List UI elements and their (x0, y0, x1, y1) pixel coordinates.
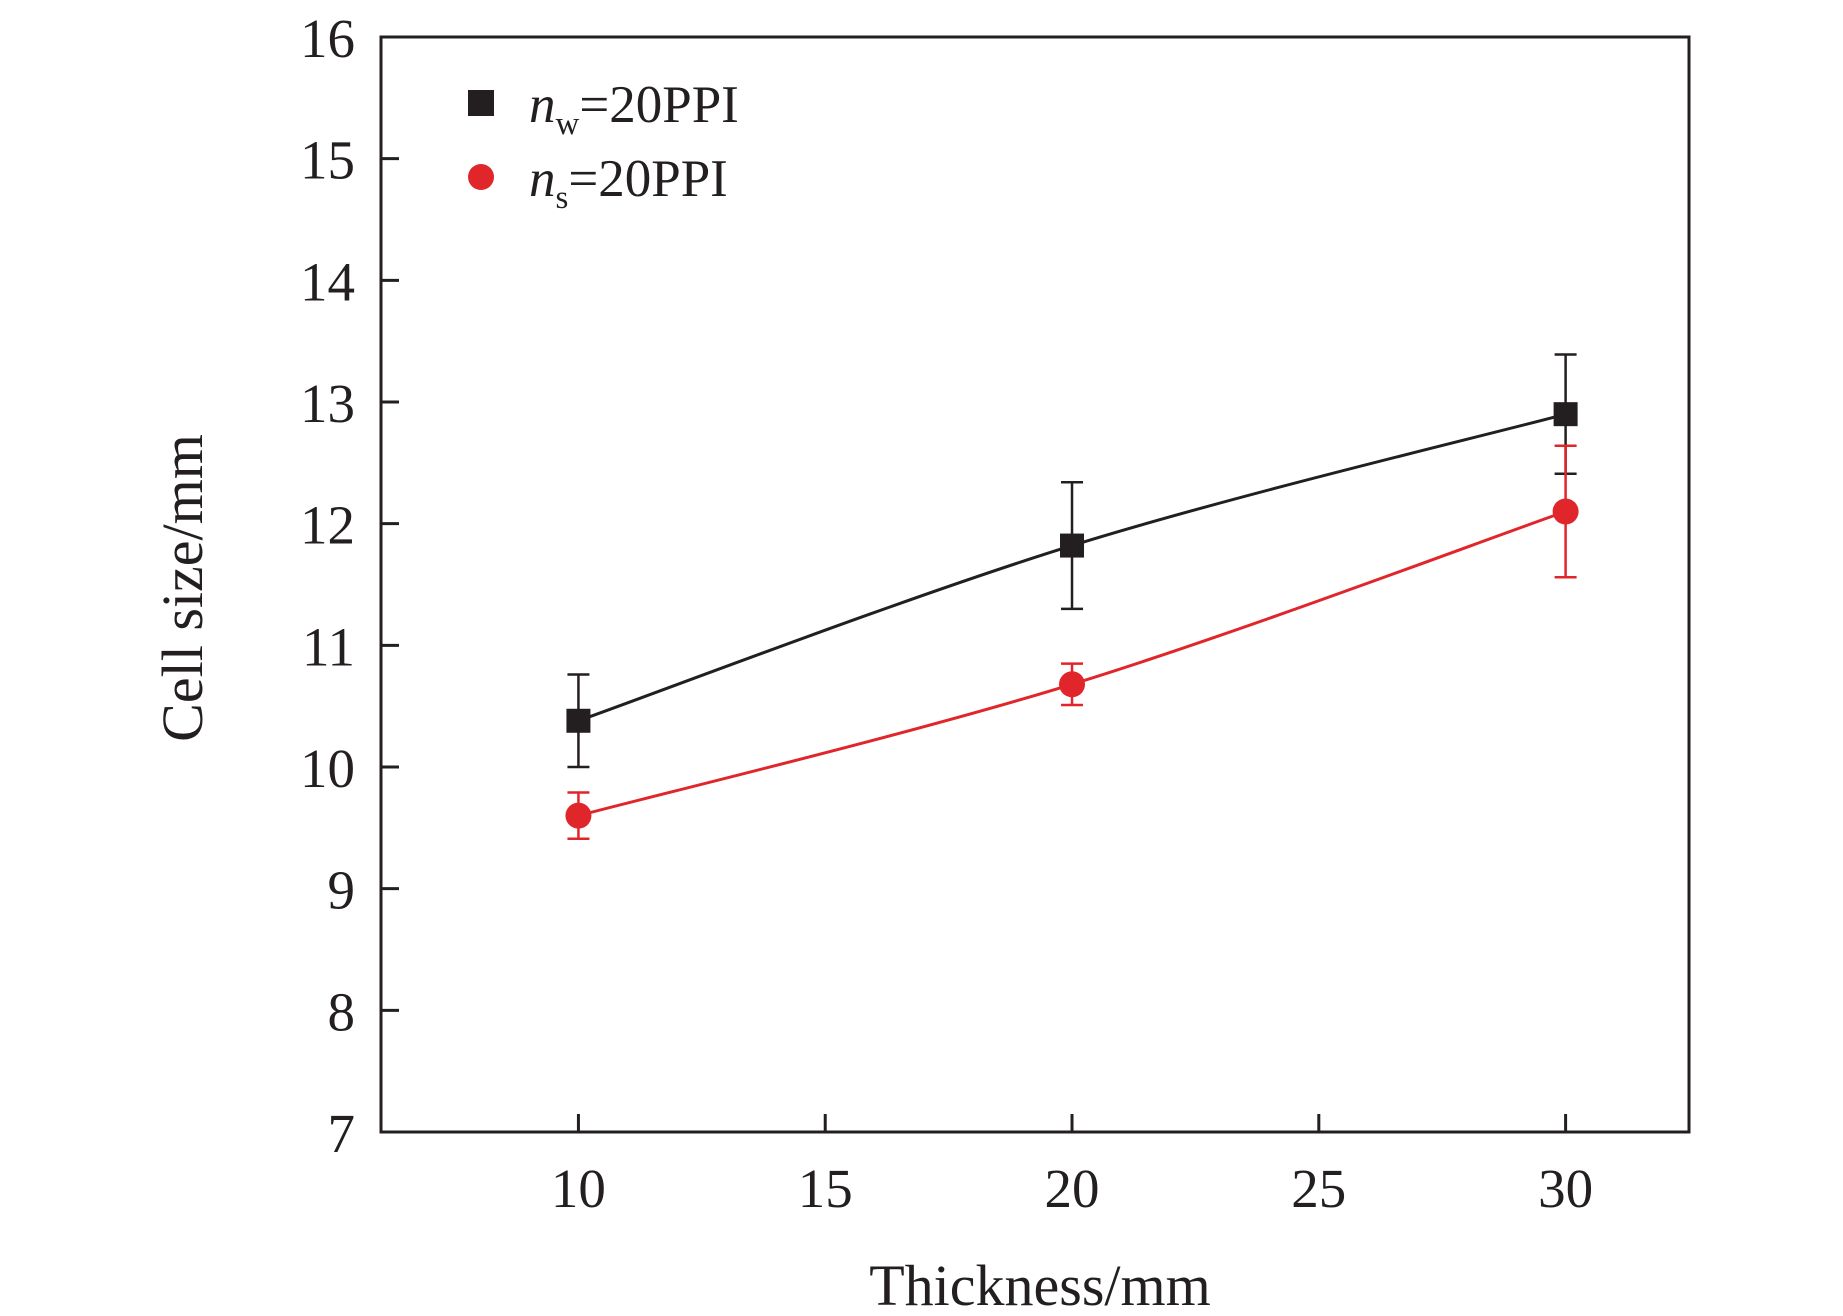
legend-item-1: nw=20PPI (468, 76, 739, 142)
legend-marker-square (468, 90, 494, 116)
y-tick-label: 8 (328, 981, 356, 1042)
legend-label-base: n (529, 76, 556, 134)
x-tick-label: 10 (551, 1158, 606, 1219)
legend-item-2: ns=20PPI (468, 150, 728, 216)
y-tick-label: 11 (302, 616, 355, 677)
data-point-circle (1059, 671, 1086, 698)
y-axis-title: Cell size/mm (150, 434, 215, 742)
legend-label: nw=20PPI (529, 76, 739, 142)
x-axis-title: Thickness/mm (869, 1253, 1211, 1316)
y-tick-label: 13 (300, 373, 355, 434)
data-point-square (1060, 533, 1085, 558)
data-point-circle (565, 802, 592, 829)
legend-label-subscript: w (556, 106, 580, 142)
y-tick-label: 10 (300, 738, 355, 799)
legend-label-rest: =20PPI (579, 76, 739, 134)
y-tick-label: 12 (300, 495, 355, 556)
legend-label-subscript: s (556, 180, 569, 216)
legend-label-rest: =20PPI (568, 150, 728, 208)
x-tick-label: 30 (1538, 1158, 1593, 1219)
y-tick-label: 9 (328, 860, 356, 921)
y-axis-ticks: 7 8 9 10 11 12 13 14 15 16 (300, 8, 399, 1164)
plot-frame (379, 35, 1691, 1134)
legend-label-base: n (529, 150, 556, 208)
x-tick-label: 15 (798, 1158, 853, 1219)
x-tick-label: 20 (1045, 1158, 1100, 1219)
y-tick-label: 7 (328, 1103, 356, 1164)
data-point-circle (1552, 498, 1579, 525)
legend-marker-circle (468, 164, 494, 190)
y-tick-label: 16 (300, 8, 355, 69)
y-tick-label: 14 (300, 251, 355, 312)
data-point-square (566, 708, 591, 733)
series-layer (565, 353, 1579, 841)
legend-label: ns=20PPI (529, 150, 728, 216)
x-axis-ticks: 10 15 20 25 30 (551, 1114, 1593, 1219)
data-point-square (1553, 402, 1578, 427)
series-2 (565, 444, 1579, 841)
x-tick-label: 25 (1291, 1158, 1346, 1219)
y-tick-label: 15 (300, 130, 355, 191)
